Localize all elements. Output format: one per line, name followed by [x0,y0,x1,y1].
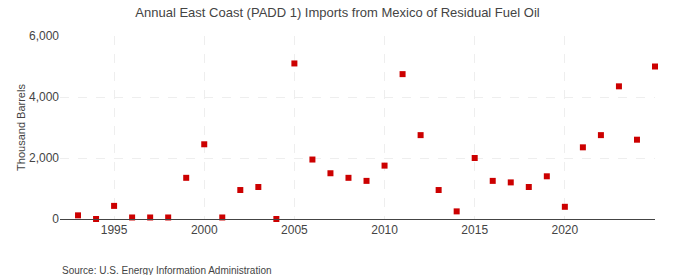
svg-text:2015: 2015 [461,223,488,237]
svg-text:6,000: 6,000 [29,29,59,43]
svg-text:2020: 2020 [551,223,578,237]
svg-text:2,000: 2,000 [29,151,59,165]
svg-text:0: 0 [52,212,59,226]
svg-text:4,000: 4,000 [29,90,59,104]
svg-text:2010: 2010 [371,223,398,237]
svg-text:Annual East Coast (PADD 1) Imp: Annual East Coast (PADD 1) Imports from … [135,5,539,20]
svg-text:2000: 2000 [191,223,218,237]
svg-text:Source: U.S. Energy Informatio: Source: U.S. Energy Information Administ… [62,265,272,275]
svg-text:1995: 1995 [101,223,128,237]
svg-text:2005: 2005 [281,223,308,237]
svg-text:Thousand Barrels: Thousand Barrels [15,84,27,171]
